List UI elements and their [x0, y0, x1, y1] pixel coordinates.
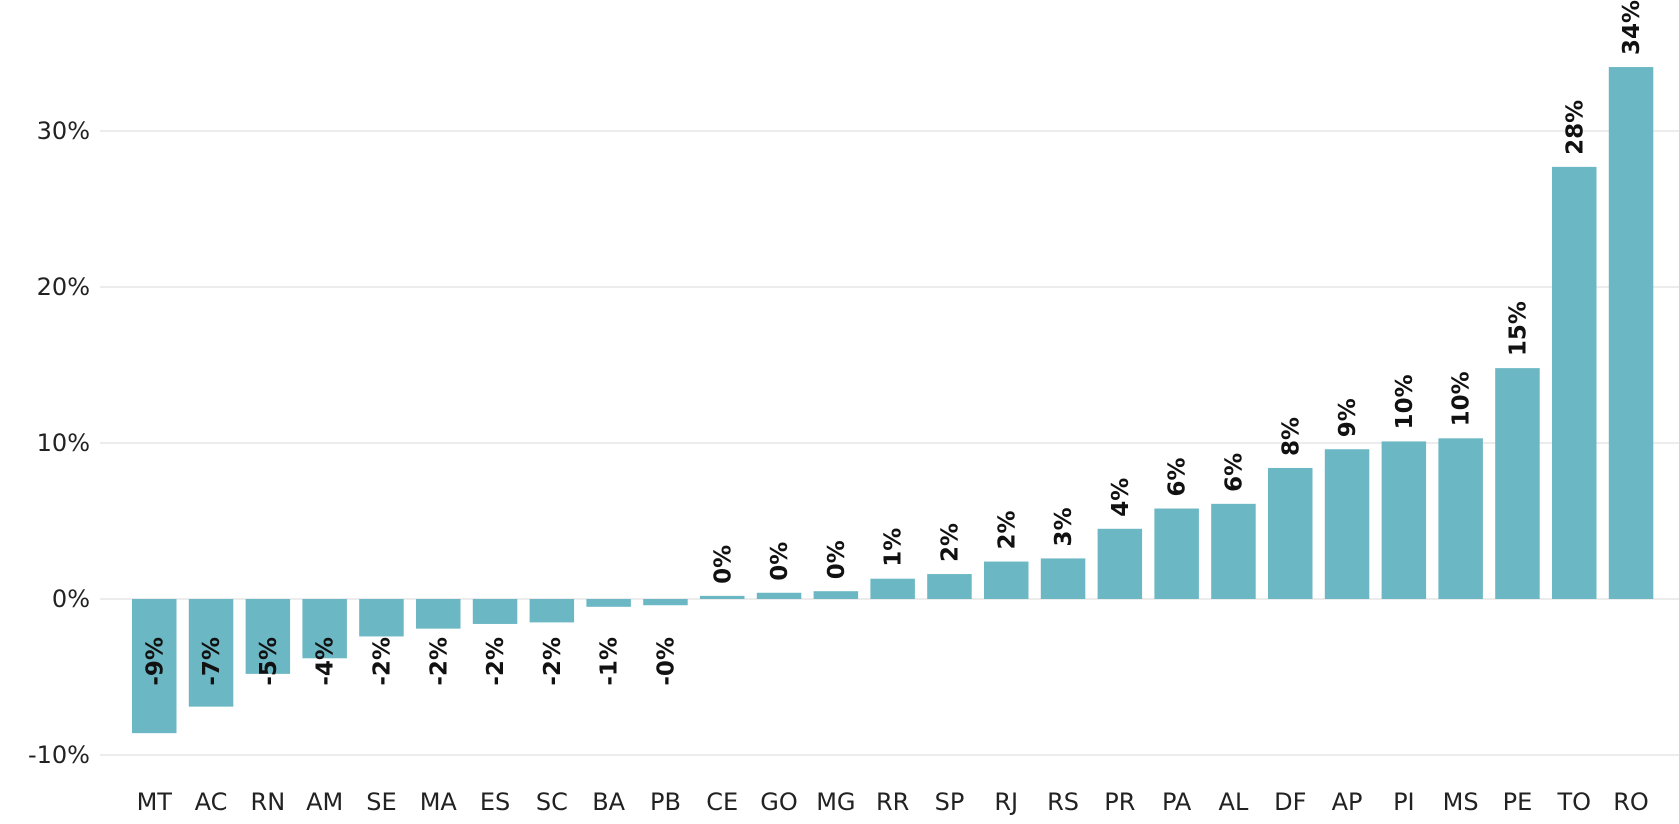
y-tick-label: 10% — [37, 429, 90, 457]
bar — [1495, 368, 1540, 599]
data-label: -2% — [540, 637, 566, 686]
x-tick-label: MA — [420, 788, 458, 816]
y-tick-label: 30% — [37, 117, 90, 145]
data-labels: -9% -7% -5% -4% -2% -2% -2% -2% -1% -0% 0% 0% 0% 1% 2%… — [142, 0, 1645, 686]
bar — [1268, 467, 1313, 599]
data-label: 34% — [1619, 0, 1645, 55]
x-tick-label: RS — [1047, 788, 1079, 816]
x-tick-label: AL — [1219, 788, 1249, 816]
bar — [416, 599, 461, 629]
data-label: 9% — [1335, 398, 1361, 437]
x-tick-label: ES — [480, 788, 510, 816]
data-label: 10% — [1449, 371, 1475, 426]
x-tick-label: RR — [876, 788, 909, 816]
x-tick-label: AM — [306, 788, 343, 816]
x-tick-label: PR — [1104, 788, 1135, 816]
x-tick-label: SP — [935, 788, 965, 816]
x-tick-label: RO — [1613, 788, 1649, 816]
bar — [1381, 441, 1427, 599]
data-label: 8% — [1278, 417, 1304, 456]
bar — [700, 595, 745, 599]
data-label: 0% — [710, 545, 736, 584]
x-tick-label: GO — [760, 788, 798, 816]
x-tick-label: AC — [195, 788, 228, 816]
y-tick-label: 20% — [37, 273, 90, 301]
x-tick-label: MG — [816, 788, 855, 816]
bar — [188, 599, 234, 707]
bar — [1608, 67, 1654, 600]
data-label: -1% — [597, 637, 623, 686]
data-label: 4% — [1108, 478, 1134, 517]
bar — [1040, 558, 1086, 599]
x-tick-label: MS — [1443, 788, 1479, 816]
x-tick-label: RJ — [994, 788, 1018, 816]
data-label: 1% — [881, 528, 907, 567]
x-tick-label: TO — [1556, 788, 1591, 816]
x-tick-label: SC — [536, 788, 568, 816]
bar — [359, 599, 404, 637]
data-label: -9% — [142, 637, 168, 686]
y-tick-label: 0% — [52, 585, 90, 613]
bar — [472, 599, 518, 624]
x-tick-label: PE — [1503, 788, 1533, 816]
bar — [1097, 528, 1143, 599]
data-label: -7% — [199, 637, 225, 686]
x-tick-label: CE — [706, 788, 738, 816]
data-label: -2% — [483, 637, 509, 686]
bar — [984, 561, 1029, 599]
bar — [1552, 166, 1597, 599]
bar — [1154, 508, 1199, 599]
data-label: 2% — [994, 510, 1020, 549]
x-tick-label: RN — [251, 788, 286, 816]
data-label: -2% — [426, 637, 452, 686]
bar — [1324, 449, 1370, 599]
bar — [756, 592, 802, 599]
data-label: 6% — [1221, 453, 1247, 492]
data-label: 6% — [1165, 457, 1191, 496]
data-label: 0% — [824, 540, 850, 579]
bar — [1438, 438, 1483, 599]
data-label: -4% — [313, 637, 339, 686]
data-label: 10% — [1392, 374, 1418, 429]
data-label: -0% — [653, 637, 679, 686]
bar — [1211, 503, 1256, 599]
bars — [132, 67, 1654, 734]
x-tick-label: PA — [1162, 788, 1192, 816]
data-label: 2% — [937, 523, 963, 562]
x-tick-label: PB — [650, 788, 681, 816]
data-label: -2% — [369, 637, 395, 686]
x-tick-label: PI — [1393, 788, 1415, 816]
data-label: 15% — [1505, 301, 1531, 356]
bar — [927, 574, 972, 599]
data-label: 3% — [1051, 507, 1077, 546]
bar — [586, 599, 631, 607]
x-tick-label: DF — [1274, 788, 1306, 816]
bar — [813, 591, 859, 599]
bar — [643, 599, 688, 606]
x-tick-label: MT — [137, 788, 173, 816]
y-tick-label: -10% — [28, 741, 90, 769]
data-label: 28% — [1562, 100, 1588, 155]
x-tick-label: BA — [592, 788, 625, 816]
bar — [529, 599, 575, 623]
x-tick-label: AP — [1332, 788, 1363, 816]
bar — [870, 578, 915, 599]
x-tick-label: SE — [366, 788, 396, 816]
data-label: -5% — [256, 637, 282, 686]
bar — [302, 599, 347, 659]
x-axis-ticks: MT AC RN AM SE MA ES SC BA PB CE GO MG RR SP RJ RS PR PA AL… — [137, 788, 1649, 816]
bar — [132, 599, 177, 734]
bar — [245, 599, 291, 674]
data-label: 0% — [767, 542, 793, 581]
y-axis-ticks: -10% 0% 10% 20% 30% — [28, 117, 90, 769]
